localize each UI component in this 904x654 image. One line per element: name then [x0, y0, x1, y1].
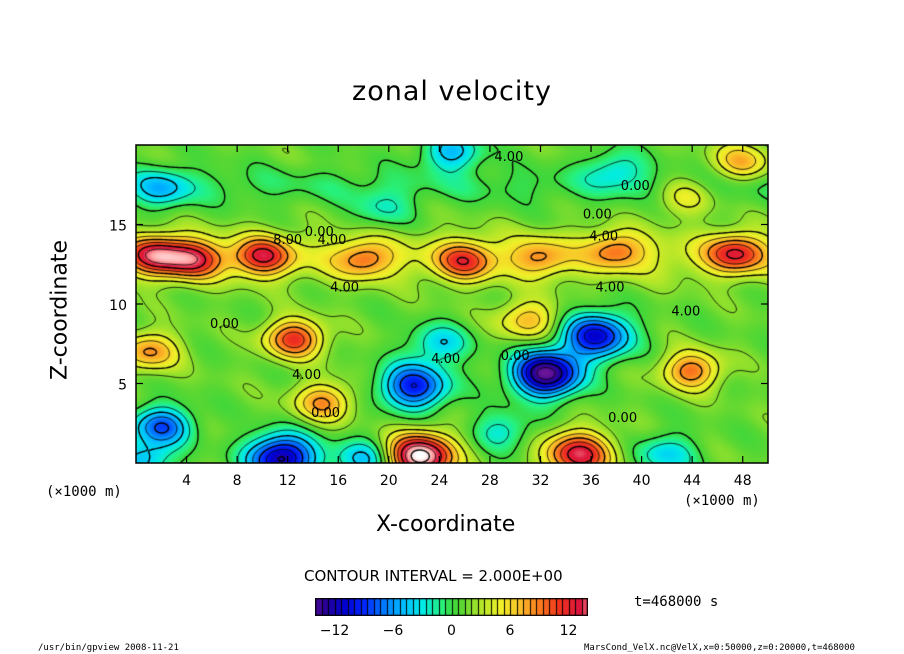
contour-label: 0.00	[311, 406, 340, 421]
contour-label: 0.00	[583, 207, 612, 222]
colorbar-tick-label: 0	[447, 623, 456, 639]
x-tick-label: 12	[279, 473, 297, 489]
z-tick-label: 15	[109, 219, 127, 235]
x-tick-label: 20	[380, 473, 398, 489]
heatmap-field	[136, 145, 768, 463]
contour-label: 8.00	[273, 233, 302, 248]
z-axis-unit: (×1000 m)	[46, 484, 122, 500]
contour-label: 0.00	[621, 179, 650, 194]
colorbar	[315, 598, 588, 616]
y-axis-label: Z-coordinate	[47, 240, 73, 380]
x-tick-label: 36	[582, 473, 600, 489]
x-tick-label: 32	[532, 473, 550, 489]
footer-program: /usr/bin/gpview 2008-11-21	[38, 643, 179, 653]
colorbar-tick-label: 12	[560, 623, 578, 639]
contour-label: 0.00	[608, 411, 637, 426]
time-label: t=468000 s	[634, 594, 719, 610]
x-axis-label: X-coordinate	[376, 512, 516, 537]
contour-label: 4.00	[589, 230, 618, 245]
chart-title: zonal velocity	[352, 76, 552, 107]
footer-source: MarsCond_VelX.nc@VelX,x=0:50000,z=0:2000…	[584, 643, 855, 653]
contour-label: 4.00	[317, 233, 346, 248]
x-tick-label: 44	[683, 473, 701, 489]
z-tick-label: 5	[118, 378, 127, 394]
contour-label: 4.00	[494, 150, 523, 165]
contour-interval-text: CONTOUR INTERVAL = 2.000E+00	[304, 567, 563, 585]
x-tick-label: 28	[481, 473, 499, 489]
x-tick-label: 48	[734, 473, 752, 489]
x-tick-label: 40	[633, 473, 651, 489]
x-tick-label: 16	[329, 473, 347, 489]
colorbar-tick-label: 6	[506, 623, 515, 639]
contour-label: 4.00	[330, 281, 359, 296]
colorbar-tick-label: −12	[320, 623, 350, 639]
contour-label: 4.00	[292, 368, 321, 383]
x-tick-label: 24	[430, 473, 448, 489]
contour-label: 0.00	[210, 317, 239, 332]
x-tick-label: 4	[182, 473, 191, 489]
colorbar-tick-label: −6	[383, 623, 404, 639]
contour-label: 4.00	[431, 352, 460, 367]
contour-label: 0.00	[305, 225, 334, 240]
x-tick-label: 8	[233, 473, 242, 489]
x-axis-unit: (×1000 m)	[684, 493, 760, 509]
contour-label: 4.00	[596, 281, 625, 296]
contour-label: 4.00	[671, 304, 700, 319]
z-tick-label: 10	[109, 298, 127, 314]
contour-label: 0.00	[501, 349, 530, 364]
